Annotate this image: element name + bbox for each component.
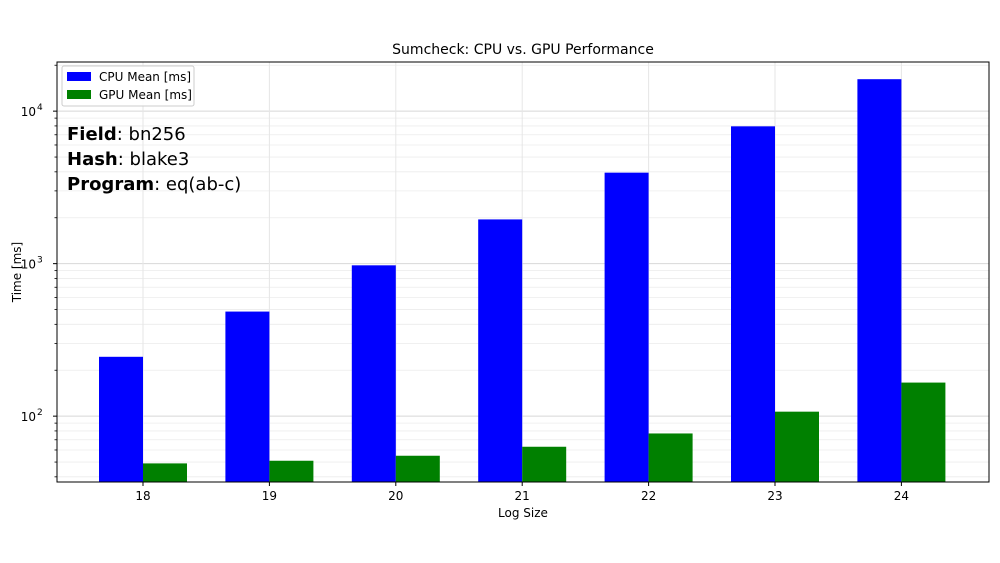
y-tick-exponent-100: 2 xyxy=(37,408,43,418)
cpu-bar-21 xyxy=(478,219,523,482)
cpu-bar-18 xyxy=(99,356,143,482)
annotation-hash: Hash: blake3 xyxy=(67,149,189,170)
legend-label-gpu: GPU Mean [ms] xyxy=(99,88,192,102)
bars xyxy=(99,79,946,483)
x-tick-label-21: 21 xyxy=(515,489,530,503)
x-tick-label-24: 24 xyxy=(894,489,909,503)
cpu-bar-24 xyxy=(857,79,902,483)
y-axis-label: Time [ms] xyxy=(10,242,24,304)
cpu-bar-20 xyxy=(351,265,396,482)
cpu-bar-22 xyxy=(604,172,649,482)
annotation-field: Field: bn256 xyxy=(67,124,186,145)
annotation-hash-value: : blake3 xyxy=(117,149,190,170)
gpu-bar-20 xyxy=(395,455,440,482)
x-axis-label: Log Size xyxy=(498,506,548,520)
legend-label-cpu: CPU Mean [ms] xyxy=(99,70,191,84)
gpu-bar-23 xyxy=(775,411,819,482)
gpu-bar-21 xyxy=(522,446,567,482)
annotation-program-label: Program xyxy=(67,174,155,195)
gpu-bar-19 xyxy=(269,460,314,482)
legend-swatch-gpu xyxy=(67,90,91,99)
y-tick-exponent-10000: 4 xyxy=(37,103,43,113)
gpu-bar-22 xyxy=(648,433,693,482)
cpu-bar-23 xyxy=(731,126,775,482)
gpu-bar-18 xyxy=(143,463,187,482)
grid xyxy=(57,62,989,482)
y-tick-label-10000: 10 xyxy=(21,105,36,119)
plot-frame xyxy=(56,61,990,483)
annotation-hash-label: Hash xyxy=(67,149,118,170)
annotation-field-label: Field xyxy=(67,124,117,145)
x-tick-label-22: 22 xyxy=(641,489,656,503)
chart-title: Sumcheck: CPU vs. GPU Performance xyxy=(392,42,654,58)
legend-swatch-cpu xyxy=(67,72,91,81)
y-tick-label-100: 10 xyxy=(21,410,36,424)
y-tick-exponent-1000: 3 xyxy=(37,256,43,266)
x-ticks: 18 19 20 21 22 23 24 xyxy=(135,482,909,503)
y-tick-label-1000: 10 xyxy=(21,258,36,272)
x-tick-label-18: 18 xyxy=(135,489,150,503)
legend-box xyxy=(61,65,195,107)
x-tick-label-20: 20 xyxy=(388,489,403,503)
annotation-field-value: : bn256 xyxy=(116,124,186,145)
cpu-bar-19 xyxy=(225,311,270,482)
x-tick-label-23: 23 xyxy=(767,489,782,503)
gpu-bar-24 xyxy=(901,382,946,482)
legend: CPU Mean [ms] GPU Mean [ms] xyxy=(61,65,195,107)
annotation-program: Program: eq(ab-c) xyxy=(67,174,241,195)
x-tick-label-19: 19 xyxy=(262,489,277,503)
annotation-program-value: : eq(ab-c) xyxy=(154,174,242,195)
